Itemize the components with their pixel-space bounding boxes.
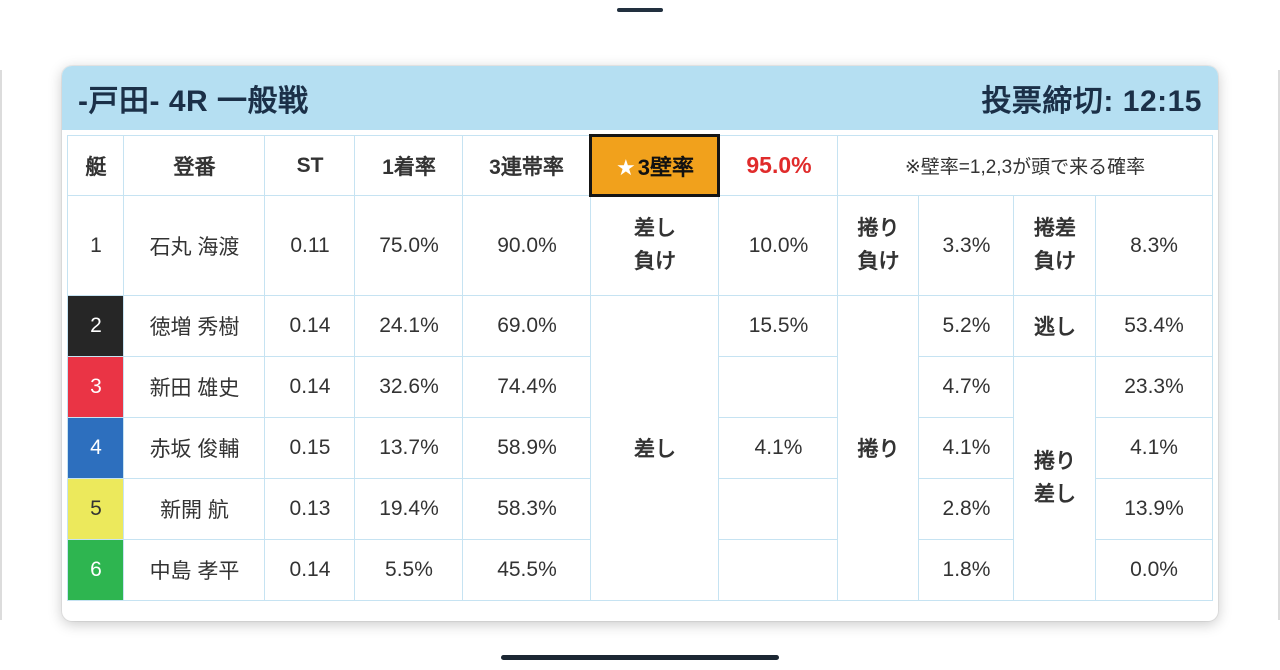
kimarite-makuri-merged-label: 捲り xyxy=(837,295,920,601)
col-header-boat: 艇 xyxy=(67,135,125,196)
top3-rate-value: 58.9% xyxy=(462,417,592,479)
kimarite-nigashi-value: 53.4% xyxy=(1095,295,1213,357)
top3-rate-value: 74.4% xyxy=(462,356,592,418)
wall-rate-header-highlighted[interactable]: ★3壁率 xyxy=(589,134,721,197)
win-rate-value: 32.6% xyxy=(354,356,464,418)
racer-name: 赤坂 俊輔 xyxy=(123,417,266,479)
table-header-row: 艇 登番 ST 1着率 3連帯率 ★3壁率 95.0% ※壁率=1,2,3が頭で… xyxy=(67,134,1213,197)
kimarite-sashi-value: 15.5% xyxy=(718,295,839,357)
kimarite-makurizashi-merged-label: 捲り 差し xyxy=(1013,356,1097,601)
kimarite-makuri-value: 4.1% xyxy=(918,417,1015,479)
left-edge-strip xyxy=(0,70,2,620)
boat-number-cell: 2 xyxy=(67,295,125,357)
race-title: -戸田- 4R 一般戦 xyxy=(78,85,309,118)
kimarite-makurizashi-value: 0.0% xyxy=(1095,539,1213,601)
st-value: 0.14 xyxy=(264,539,356,601)
boat-number-cell: 1 xyxy=(67,195,125,296)
kimarite-makurizashi-lose-value: 8.3% xyxy=(1095,195,1213,296)
kimarite-nigashi-label: 逃し xyxy=(1013,295,1097,357)
racer-name: 新田 雄史 xyxy=(123,356,266,418)
home-indicator-bar xyxy=(501,655,779,660)
kimarite-sashi-merged-label: 差し xyxy=(590,295,720,601)
race-stats-table: 艇 登番 ST 1着率 3連帯率 ★3壁率 95.0% ※壁率=1,2,3が頭で… xyxy=(67,134,1213,601)
win-rate-value: 75.0% xyxy=(354,195,464,296)
kimarite-makuri-value: 4.7% xyxy=(918,356,1015,418)
st-value: 0.15 xyxy=(264,417,356,479)
win-rate-value: 24.1% xyxy=(354,295,464,357)
kimarite-sashi-lose-label: 差し 負け xyxy=(590,195,720,296)
col-header-win-rate: 1着率 xyxy=(354,135,464,196)
kimarite-makuri-value: 1.8% xyxy=(918,539,1015,601)
kimarite-sashi-value xyxy=(718,478,839,540)
top3-rate-value: 90.0% xyxy=(462,195,592,296)
race-stats-card: -戸田- 4R 一般戦 投票締切: 12:15 艇 登番 ST 1着率 3連帯率… xyxy=(62,66,1218,621)
racer-name: 徳増 秀樹 xyxy=(123,295,266,357)
st-value: 0.11 xyxy=(264,195,356,296)
star-icon: ★ xyxy=(615,154,636,180)
kimarite-sashi-value xyxy=(718,356,839,418)
wall-rate-label: 3壁率 xyxy=(637,154,694,180)
boat-number-cell: 5 xyxy=(67,478,125,540)
wall-rate-value: 95.0% xyxy=(718,135,839,196)
st-value: 0.14 xyxy=(264,295,356,357)
kimarite-makuri-value: 5.2% xyxy=(918,295,1015,357)
win-rate-value: 19.4% xyxy=(354,478,464,540)
kimarite-sashi-value: 4.1% xyxy=(718,417,839,479)
top3-rate-value: 58.3% xyxy=(462,478,592,540)
kimarite-makuri-lose-label: 捲り 負け xyxy=(837,195,920,296)
kimarite-makurizashi-value: 4.1% xyxy=(1095,417,1213,479)
kimarite-makurizashi-lose-label: 捲差 負け xyxy=(1013,195,1097,296)
col-header-racer: 登番 xyxy=(123,135,266,196)
kimarite-sashi-value xyxy=(718,539,839,601)
table-row: 1 石丸 海渡 0.11 75.0% 90.0% 差し 負け 10.0% 捲り … xyxy=(67,195,1213,296)
boat-number-cell: 4 xyxy=(67,417,125,479)
wall-rate-note: ※壁率=1,2,3が頭で来る確率 xyxy=(837,135,1213,196)
win-rate-value: 5.5% xyxy=(354,539,464,601)
st-value: 0.13 xyxy=(264,478,356,540)
kimarite-makurizashi-value: 13.9% xyxy=(1095,478,1213,540)
col-header-st: ST xyxy=(264,135,356,196)
racer-name: 石丸 海渡 xyxy=(123,195,266,296)
kimarite-makuri-lose-value: 3.3% xyxy=(918,195,1015,296)
top3-rate-value: 69.0% xyxy=(462,295,592,357)
racer-name: 中島 孝平 xyxy=(123,539,266,601)
top-indicator-bar xyxy=(617,8,663,12)
boat-number-cell: 3 xyxy=(67,356,125,418)
boat-number-cell: 6 xyxy=(67,539,125,601)
vote-deadline: 投票締切: 12:15 xyxy=(981,85,1202,118)
table-row: 4 赤坂 俊輔 0.15 13.7% 58.9% 4.1% 4.1% 4.1% xyxy=(67,417,1213,479)
kimarite-sashi-lose-value: 10.0% xyxy=(718,195,839,296)
table-row: 5 新開 航 0.13 19.4% 58.3% 2.8% 13.9% xyxy=(67,478,1213,540)
table-row: 2 徳増 秀樹 0.14 24.1% 69.0% 差し 15.5% 捲り 5.2… xyxy=(67,295,1213,601)
table-row: 6 中島 孝平 0.14 5.5% 45.5% 1.8% 0.0% xyxy=(67,539,1213,601)
win-rate-value: 13.7% xyxy=(354,417,464,479)
right-edge-strip xyxy=(1278,70,1280,620)
top3-rate-value: 45.5% xyxy=(462,539,592,601)
col-header-top3-rate: 3連帯率 xyxy=(462,135,592,196)
kimarite-makuri-value: 2.8% xyxy=(918,478,1015,540)
race-header-bar: -戸田- 4R 一般戦 投票締切: 12:15 xyxy=(62,66,1218,130)
kimarite-makurizashi-value: 23.3% xyxy=(1095,356,1213,418)
st-value: 0.14 xyxy=(264,356,356,418)
racer-name: 新開 航 xyxy=(123,478,266,540)
table-row: 3 新田 雄史 0.14 32.6% 74.4% 4.7% 捲り 差し 23.3… xyxy=(67,356,1213,601)
